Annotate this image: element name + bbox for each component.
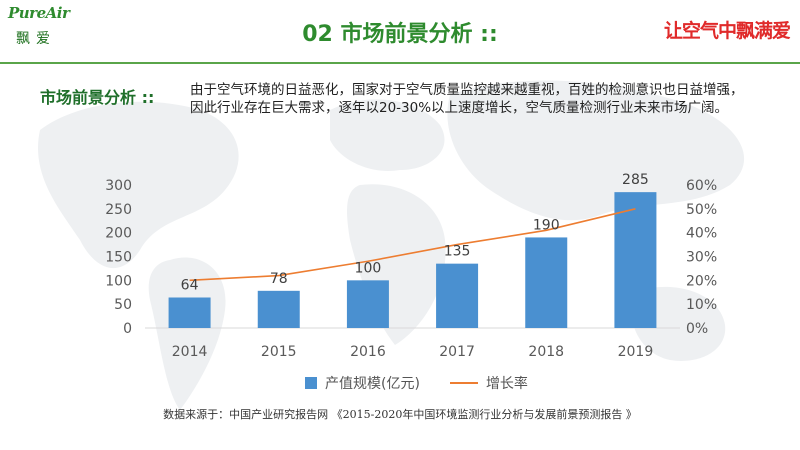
y-left-tick-label: 150	[105, 250, 132, 266]
logo-left-cn: 飘爱	[16, 31, 56, 47]
y-right-tick-label: 10%	[686, 297, 717, 313]
logo-left-text: PureAir	[8, 4, 70, 22]
growth-line	[189, 208, 636, 282]
bar	[525, 237, 568, 328]
combo-chart-svg: 0 50 100 150 200 250 300 0% 10% 20% 30% 40% 50% 60% 64…	[105, 172, 717, 360]
y-right-tick-label: 0%	[686, 321, 708, 337]
x-tick-label: 2016	[350, 344, 386, 360]
header-divider	[0, 62, 800, 64]
x-tick-label: 2018	[528, 344, 564, 360]
bar	[436, 263, 479, 328]
x-tick-label: 2015	[261, 344, 297, 360]
bar	[614, 192, 657, 328]
section-description: 由于空气环境的日益恶化，国家对于空气质量监控越来越重视，百姓的检测意识也日益增强…	[190, 82, 744, 116]
data-source-note: 数据来源于：中国产业研究报告网 《2015-2020年中国环境监测行业分析与发展…	[163, 408, 637, 421]
y-right-tick-label: 20%	[686, 273, 717, 289]
legend-bar-label: 产值规模(亿元)	[325, 376, 420, 392]
y-right-tick-label: 30%	[686, 250, 717, 266]
bar-value-label: 135	[444, 244, 471, 260]
bar	[257, 290, 300, 328]
x-tick-label: 2019	[618, 344, 654, 360]
bar-value-label: 64	[181, 277, 199, 293]
y-left-tick-label: 200	[105, 226, 132, 242]
bar-value-label: 78	[270, 271, 288, 287]
x-tick-label: 2014	[172, 344, 208, 360]
y-left-tick-label: 250	[105, 202, 132, 218]
market-chart: 0 50 100 150 200 250 300 0% 10% 20% 30% 40% 50% 60% 64…	[0, 165, 800, 405]
legend-item-line: 增长率	[449, 373, 528, 393]
page-title: 02 市场前景分析 ::	[302, 22, 498, 47]
legend-line-label: 增长率	[485, 376, 528, 392]
legend-line-swatch	[449, 382, 478, 384]
bar	[168, 297, 211, 328]
bar-value-label: 285	[622, 172, 649, 188]
y-left-tick-label: 0	[123, 321, 132, 337]
pureair-logo: PureAir 飘爱	[6, 4, 72, 56]
y-left-tick-label: 100	[105, 273, 132, 289]
section-label: 市场前景分析 ::	[40, 88, 155, 107]
legend-item-bar: 产值规模(亿元)	[305, 373, 420, 393]
y-right-tick-label: 40%	[686, 226, 717, 242]
bar-value-label: 100	[355, 260, 382, 276]
chart-legend: 产值规模(亿元) 增长率	[305, 373, 528, 393]
bar-value-label: 190	[533, 217, 560, 233]
legend-bar-swatch	[305, 377, 317, 389]
y-left-tick-label: 50	[114, 297, 132, 313]
slogan-logo: 让空气中飘满爱	[663, 20, 791, 42]
bar	[346, 280, 389, 328]
y-right-tick-label: 50%	[686, 202, 717, 218]
y-left-tick-label: 300	[105, 178, 132, 194]
x-tick-label: 2017	[439, 344, 475, 360]
y-right-tick-label: 60%	[686, 178, 717, 194]
